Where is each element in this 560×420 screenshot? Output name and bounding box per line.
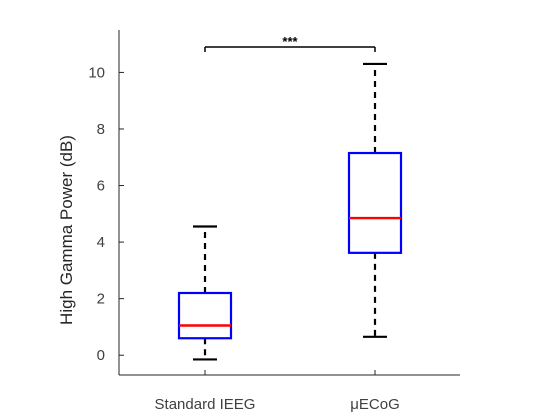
- y-tick-label: 6: [97, 178, 105, 195]
- box-uecog: [347, 62, 403, 338]
- y-axis-label: High Gamma Power (dB): [57, 135, 76, 325]
- y-tick-label: 8: [97, 121, 105, 138]
- y-tick-label: 4: [97, 234, 105, 251]
- x-tick-label: μECoG: [350, 396, 400, 413]
- y-tick-label: 0: [97, 347, 105, 364]
- x-tick-label: Standard IEEG: [155, 396, 256, 413]
- boxes: [177, 62, 403, 361]
- box-standard-ieeg: [177, 225, 233, 361]
- interquartile-box: [347, 151, 403, 254]
- y-tick-label: 10: [88, 64, 105, 81]
- interquartile-box: [177, 291, 233, 340]
- significance-label: ***: [282, 34, 298, 49]
- y-tick-label: 2: [97, 291, 105, 308]
- axes: 0 2 4 6 8 10 Standard IEEG μECoG: [88, 30, 460, 413]
- significance-bracket-group: ***: [204, 34, 376, 52]
